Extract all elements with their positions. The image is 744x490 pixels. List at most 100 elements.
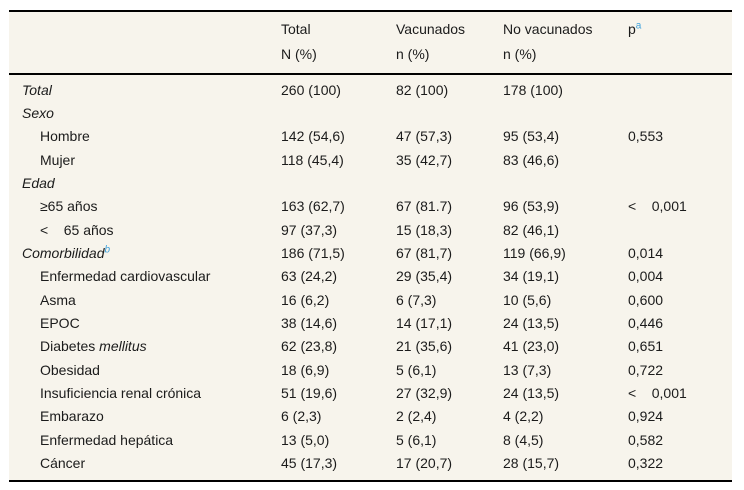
cell-vacunados: 47 (57,3) [396, 128, 453, 145]
row-label: Comorbilidadb [9, 245, 281, 261]
cell-vacunados: 35 (42,7) [396, 151, 453, 168]
row-label: Edad [9, 175, 281, 191]
col-subheader-p [628, 42, 732, 67]
cell-total: 45 (17,3) [281, 455, 338, 472]
cell-total: 51 (19,6) [281, 385, 338, 402]
col-subheader-total: N (%) [281, 46, 317, 62]
cell-vacunados: 15 (18,3) [396, 221, 453, 238]
table-row: Total 260 (100) 82 (100) 178 (100) [9, 78, 732, 101]
cell-total: 260 (100) [281, 81, 341, 98]
row-label-text: Comorbilidad [22, 245, 105, 262]
cell-no-vacunados: 8 (4,5) [503, 431, 544, 448]
cell-vacunados: 67 (81,7) [396, 245, 453, 262]
row-label-text: Obesidad [40, 361, 100, 378]
cell-vacunados: 5 (6,1) [396, 361, 437, 378]
row-label: Insuficiencia renal crónica [9, 385, 281, 401]
table-row: Enfermedad hepática 13 (5,0) 5 (6,1) 8 (4,5… [9, 428, 732, 451]
cell-no-vacunados: 83 (46,6) [503, 151, 560, 168]
row-label: EPOC [9, 315, 281, 331]
row-label-text: Asma [40, 291, 76, 308]
row-label: Asma [9, 292, 281, 308]
cell-vacunados: 2 (2,4) [396, 408, 437, 425]
table-row: Diabetes mellitus 62 (23,8) 21 (35,6) 41 (2… [9, 335, 732, 358]
cell-no-vacunados: 96 (53,9) [503, 198, 560, 215]
col-header-p-label: p [628, 21, 636, 37]
row-label-text: Diabetes [40, 338, 100, 355]
cell-no-vacunados: 178 (100) [503, 81, 563, 98]
row-label-text: Enfermedad cardiovascular [40, 268, 211, 285]
table-row: Sexo [9, 101, 732, 124]
row-label-text: < 65 años [40, 221, 114, 238]
col-subheader-no-vacunados: n (%) [503, 46, 537, 62]
col-header-no-vacunados: No vacunados [503, 17, 628, 42]
table-row: Obesidad 18 (6,9) 5 (6,1) 13 (7,3) 0,722 [9, 358, 732, 381]
table-row: Cáncer 45 (17,3) 17 (20,7) 28 (15,7) 0,322 [9, 452, 732, 475]
row-label-text: Total [22, 81, 52, 98]
table-row: EPOC 38 (14,6) 14 (17,1) 24 (13,5) 0,446 [9, 311, 732, 334]
cell-no-vacunados: 10 (5,6) [503, 291, 552, 308]
cell-no-vacunados: 24 (13,5) [503, 315, 560, 332]
row-label: < 65 años [9, 222, 281, 238]
row-label: Hombre [9, 128, 281, 144]
table-header: Total Vacunados No vacunados pa N (%) n … [9, 12, 732, 75]
cell-vacunados: 82 (100) [396, 81, 449, 98]
row-label-text: Hombre [40, 128, 90, 145]
cell-p-value: 0,924 [628, 408, 664, 425]
cell-total: 186 (71,5) [281, 245, 345, 262]
cell-total: 18 (6,9) [281, 361, 330, 378]
cell-vacunados: 29 (35,4) [396, 268, 453, 285]
cell-no-vacunados: 13 (7,3) [503, 361, 552, 378]
row-label: Diabetes mellitus [9, 338, 281, 354]
row-label: Enfermedad hepática [9, 432, 281, 448]
table-row: Insuficiencia renal crónica 51 (19,6) 27 (… [9, 381, 732, 404]
row-label-emphasis: mellitus [99, 338, 147, 355]
row-label: Sexo [9, 105, 281, 121]
cell-p-value: 0,446 [628, 315, 664, 332]
col-header-no-vacunados-label: No vacunados [503, 21, 593, 37]
cell-total: 38 (14,6) [281, 315, 338, 332]
footnote-marker-b: b [104, 244, 111, 256]
cell-p-value: 0,004 [628, 268, 664, 285]
cell-vacunados: 17 (20,7) [396, 455, 453, 472]
col-header-total: Total [281, 17, 396, 42]
cell-p-value: 0,582 [628, 431, 664, 448]
row-label-text: Embarazo [40, 408, 104, 425]
footnote-marker-a: a [635, 20, 642, 32]
cell-no-vacunados: 82 (46,1) [503, 221, 560, 238]
header-title-row: Total Vacunados No vacunados pa [9, 17, 732, 42]
col-header-p: pa [628, 17, 732, 42]
cell-vacunados: 14 (17,1) [396, 315, 453, 332]
cell-vacunados: 5 (6,1) [396, 431, 437, 448]
cell-total: 6 (2,3) [281, 408, 322, 425]
cell-total: 163 (62,7) [281, 198, 345, 215]
row-label: ≥65 años [9, 198, 281, 214]
clinical-table: Total Vacunados No vacunados pa N (%) n … [9, 10, 732, 482]
cell-no-vacunados: 34 (19,1) [503, 268, 560, 285]
header-sub-row: N (%) n (%) n (%) [9, 42, 732, 67]
row-label: Embarazo [9, 408, 281, 424]
cell-no-vacunados: 28 (15,7) [503, 455, 560, 472]
cell-p-value: 0,600 [628, 291, 664, 308]
cell-total: 13 (5,0) [281, 431, 330, 448]
col-header-vacunados-label: Vacunados [396, 21, 466, 37]
row-label-text: Enfermedad hepática [40, 431, 174, 448]
cell-p-value: < 0,001 [628, 385, 687, 402]
cell-p-value: 0,722 [628, 361, 664, 378]
cell-no-vacunados: 24 (13,5) [503, 385, 560, 402]
col-header-total-label: Total [281, 21, 311, 37]
table-row: Mujer 118 (45,4) 35 (42,7) 83 (46,6) [9, 148, 732, 171]
cell-total: 142 (54,6) [281, 128, 345, 145]
row-label-text: Mujer [40, 151, 76, 168]
table-body: Total 260 (100) 82 (100) 178 (100) Sexo Hombr… [9, 75, 732, 480]
cell-p-value: 0,014 [628, 245, 664, 262]
row-label-text: Insuficiencia renal crónica [40, 385, 202, 402]
cell-p-value: 0,651 [628, 338, 664, 355]
cell-p-value: 0,322 [628, 455, 664, 472]
table-row: Edad [9, 171, 732, 194]
cell-no-vacunados: 95 (53,4) [503, 128, 560, 145]
cell-total: 118 (45,4) [281, 151, 344, 168]
row-label: Enfermedad cardiovascular [9, 268, 281, 284]
header-empty-cell [9, 17, 281, 42]
table-row: ≥65 años 163 (62,7) 67 (81.7) 96 (53,9) < 0,… [9, 195, 732, 218]
cell-no-vacunados: 4 (2,2) [503, 408, 544, 425]
